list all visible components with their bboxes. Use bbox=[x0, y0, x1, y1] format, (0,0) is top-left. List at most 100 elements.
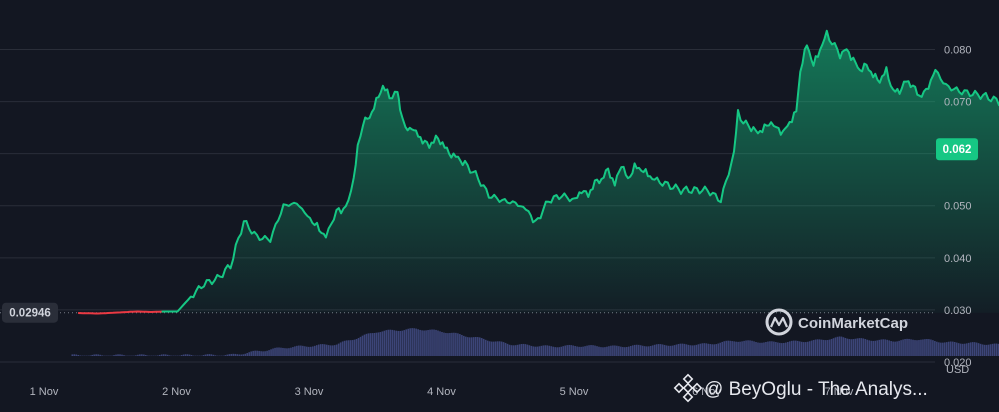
volume-bar bbox=[119, 354, 121, 356]
volume-bar bbox=[733, 341, 735, 356]
volume-bar bbox=[459, 334, 461, 356]
volume-bar bbox=[747, 340, 749, 356]
volume-bar bbox=[361, 335, 364, 356]
volume-bar bbox=[323, 344, 326, 356]
volume-bar bbox=[685, 344, 688, 356]
volume-bar bbox=[824, 340, 827, 356]
volume-bar bbox=[168, 355, 171, 356]
volume-bar bbox=[679, 343, 682, 356]
volume-bar bbox=[411, 328, 413, 356]
volume-bar bbox=[884, 339, 886, 356]
volume-bar bbox=[377, 332, 380, 356]
volume-bar bbox=[156, 355, 159, 356]
volume-bar bbox=[953, 341, 956, 356]
volume-bar bbox=[850, 339, 853, 356]
volume-bar bbox=[677, 343, 680, 356]
volume-bar bbox=[496, 341, 499, 356]
volume-bar bbox=[874, 340, 877, 356]
volume-bar bbox=[465, 336, 467, 356]
volume-bar bbox=[405, 329, 407, 356]
volume-bar bbox=[339, 342, 342, 356]
volume-bar bbox=[385, 330, 388, 356]
volume-bar bbox=[345, 340, 348, 356]
volume-bar bbox=[971, 342, 974, 356]
volume-bar bbox=[256, 350, 258, 356]
volume-bar bbox=[604, 347, 606, 356]
volume-bar bbox=[973, 342, 976, 356]
volume-bar bbox=[401, 330, 404, 356]
volume-bar bbox=[268, 350, 270, 356]
volume-bar bbox=[284, 348, 286, 356]
volume-bar bbox=[554, 347, 557, 356]
volume-bar bbox=[737, 341, 739, 356]
volume-bar bbox=[500, 341, 503, 356]
volume-bar bbox=[890, 341, 892, 356]
volume-bar bbox=[449, 333, 451, 356]
volume-bar bbox=[936, 341, 938, 356]
price-area-fill bbox=[78, 30, 999, 313]
volume-bar bbox=[796, 340, 799, 356]
open-price-badge bbox=[2, 302, 58, 323]
volume-bar bbox=[800, 341, 803, 356]
volume-bar bbox=[415, 328, 417, 356]
volume-bar bbox=[820, 339, 823, 356]
volume-bar bbox=[403, 330, 406, 356]
volume-bar bbox=[683, 343, 686, 356]
volume-bar bbox=[946, 342, 948, 356]
volume-bar bbox=[427, 330, 429, 356]
x-tick-label: 7 Nov bbox=[825, 386, 854, 398]
volume-bar bbox=[870, 340, 873, 356]
volume-bar bbox=[592, 345, 594, 356]
volume-bar bbox=[258, 350, 260, 356]
volume-bar bbox=[375, 332, 378, 356]
volume-bar bbox=[916, 340, 918, 356]
axes: 0.0800.0700.0600.0500.0400.0300.020USD1 … bbox=[2, 44, 978, 398]
volume-bar bbox=[727, 340, 729, 356]
volume-bar bbox=[794, 340, 797, 356]
volume-bar bbox=[713, 344, 716, 356]
volume-bar bbox=[798, 341, 801, 356]
volume-bar bbox=[991, 343, 994, 356]
volume-bar bbox=[421, 330, 423, 356]
volume-bar bbox=[313, 345, 316, 356]
volume-bar bbox=[629, 345, 632, 356]
volume-bar bbox=[288, 348, 290, 356]
volume-bar bbox=[930, 339, 932, 356]
volume-bar bbox=[325, 344, 328, 356]
volume-bar bbox=[802, 342, 805, 356]
last-price-badge bbox=[936, 138, 978, 161]
volume-bar bbox=[892, 341, 894, 356]
volume-bar bbox=[115, 354, 117, 356]
volume-bar bbox=[278, 347, 280, 356]
volume-bar bbox=[649, 345, 652, 356]
volume-bar bbox=[959, 343, 962, 356]
x-tick-label: 4 Nov bbox=[427, 386, 456, 398]
volume-bar bbox=[769, 341, 771, 356]
volume-bar bbox=[997, 343, 999, 356]
volume-bar bbox=[689, 345, 692, 356]
volume-bar bbox=[333, 345, 336, 356]
volume-bar bbox=[977, 343, 980, 356]
volume-bar bbox=[979, 343, 982, 356]
volume-bar bbox=[391, 329, 394, 356]
volume-bar bbox=[860, 338, 863, 356]
x-tick-label: 3 Nov bbox=[295, 386, 324, 398]
volume-bar bbox=[184, 354, 187, 356]
volume-bar bbox=[484, 339, 487, 356]
volume-bar bbox=[238, 354, 241, 356]
coinmarketcap-icon-mark bbox=[769, 316, 789, 328]
volume-bar bbox=[912, 339, 914, 356]
volume-bar bbox=[570, 345, 572, 356]
volume-bar bbox=[331, 345, 334, 356]
volume-bar bbox=[276, 347, 278, 356]
volume-bar bbox=[814, 339, 817, 356]
volume-bar bbox=[488, 341, 491, 356]
volume-bar bbox=[693, 345, 696, 356]
volume-bar bbox=[357, 338, 360, 356]
volume-bar bbox=[383, 330, 386, 356]
volume-bar bbox=[530, 345, 533, 356]
volume-bar bbox=[433, 329, 435, 356]
volume-bar bbox=[852, 339, 855, 356]
volume-bar bbox=[691, 345, 694, 356]
